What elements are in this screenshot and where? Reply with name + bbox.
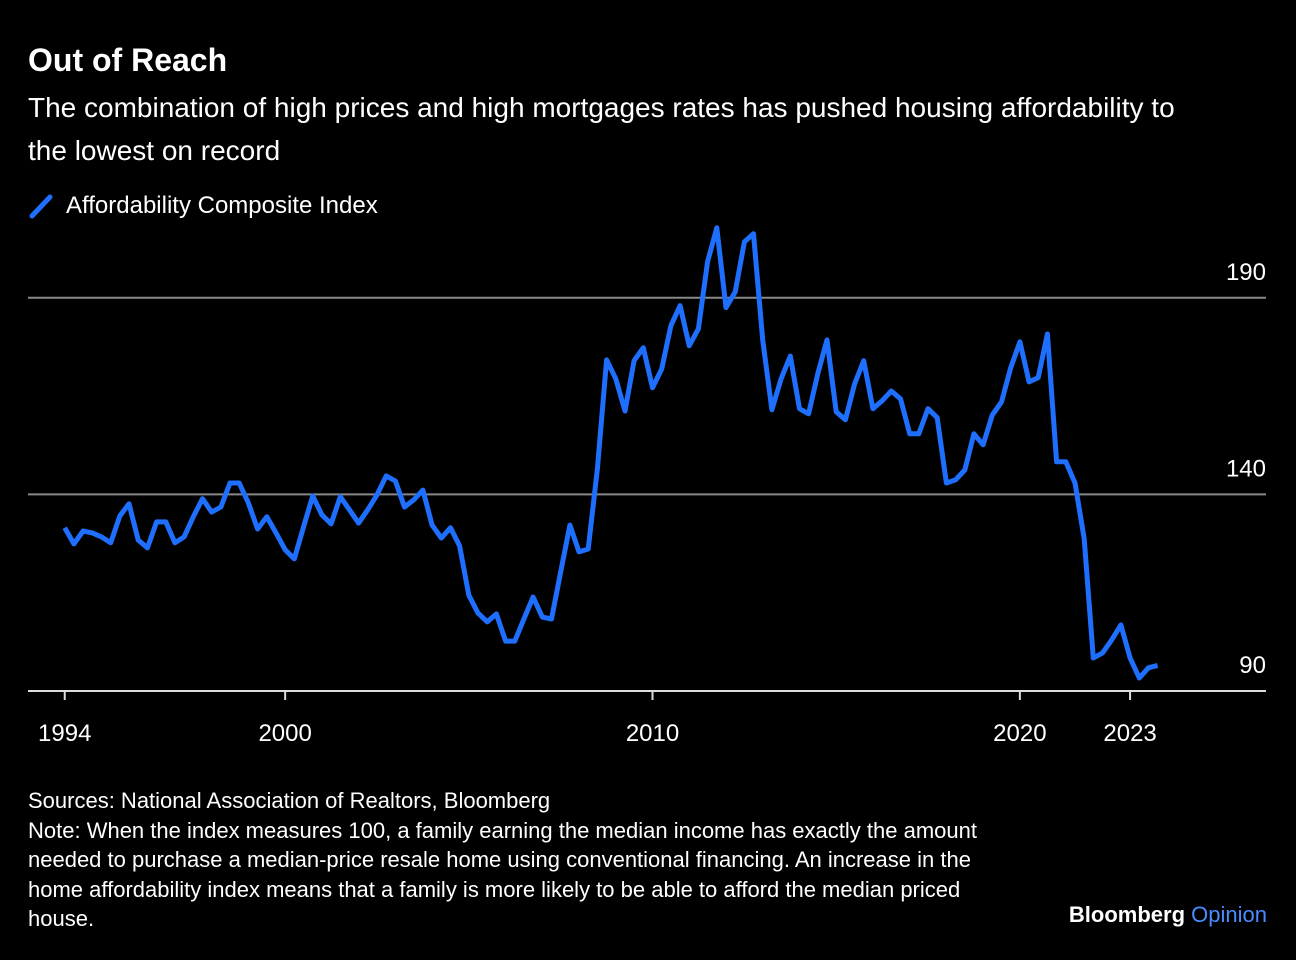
legend: Affordability Composite Index (28, 192, 378, 220)
chart-title: Out of Reach (28, 42, 228, 78)
y-tick-label: 90 (1239, 652, 1266, 679)
legend-swatch (29, 194, 53, 219)
footer: Sources: National Association of Realtor… (28, 786, 988, 934)
source: Sources: National Association of Realtor… (28, 788, 551, 813)
x-tick-label: 2023 (1103, 720, 1156, 747)
y-tick-label: 140 (1226, 455, 1266, 482)
series-line (62, 225, 1159, 681)
x-tick-label: 2020 (993, 720, 1046, 747)
chart-subtitle: The combination of high prices and high … (28, 92, 1175, 166)
logo-sub: Opinion (1191, 902, 1267, 927)
logo: Bloomberg Opinion (1069, 902, 1267, 928)
x-tick-label: 2010 (626, 720, 679, 747)
chart: 90 140 190 1994 2000 2010 2020 2023 (28, 225, 1266, 747)
x-tick-label: 1994 (38, 720, 91, 747)
note: Note: When the index measures 100, a fam… (28, 817, 977, 932)
legend-label: Affordability Composite Index (66, 192, 378, 219)
y-tick-label: 190 (1226, 259, 1266, 286)
x-tick-label: 2000 (258, 720, 311, 747)
logo-brand: Bloomberg (1068, 902, 1186, 927)
